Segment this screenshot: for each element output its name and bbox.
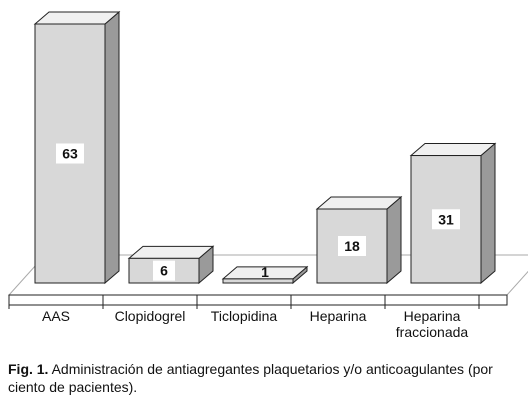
bars: 63 6 1 18 31	[33, 10, 497, 285]
bar-top	[33, 11, 121, 25]
bar-top	[409, 143, 497, 157]
bar-side	[480, 142, 496, 285]
caption-text: Administración de antiagregantes plaquet…	[8, 361, 493, 395]
data-label-box	[153, 260, 175, 281]
bar-2: 6	[127, 245, 215, 285]
data-label-box	[432, 209, 460, 230]
bar-top	[127, 245, 215, 259]
category-label: Clopidogrel	[115, 308, 186, 324]
category-label: AAS	[42, 308, 70, 324]
bar-side	[386, 195, 402, 285]
data-label-box	[338, 236, 366, 256]
bar-1: 63	[33, 10, 121, 285]
floor-front	[8, 294, 508, 306]
data-label-box	[56, 143, 84, 164]
bar-3: 1	[221, 264, 309, 285]
bar-top	[315, 196, 403, 210]
figure-caption: Fig. 1. Administración de antiagregantes…	[8, 360, 523, 396]
bar-chart: 63 6 1 18 31 AAS Clopidogrel Ticlopidina Hepari…	[7, 10, 528, 340]
data-label: 18	[344, 238, 360, 254]
category-label: Ticlopidina	[211, 308, 278, 324]
data-label: 1	[261, 264, 269, 280]
bar-front	[222, 278, 294, 284]
figure-number: Fig. 1.	[8, 361, 49, 377]
bar-4: 18	[315, 195, 403, 285]
category-axis: AAS Clopidogrel Ticlopidina Heparina Heparin…	[42, 308, 468, 340]
data-label: 6	[160, 263, 168, 279]
bar-5: 31	[409, 142, 497, 285]
bar-side	[104, 10, 120, 285]
data-label: 63	[62, 146, 78, 162]
category-label: Heparina	[310, 308, 367, 324]
category-label: Heparina fraccionada	[396, 308, 469, 340]
data-label: 31	[438, 211, 454, 227]
